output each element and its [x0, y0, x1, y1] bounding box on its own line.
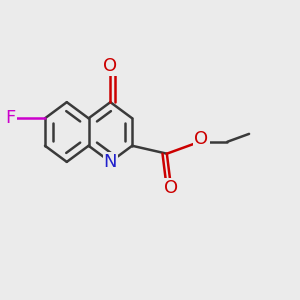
- Text: F: F: [5, 109, 15, 127]
- Text: N: N: [103, 153, 117, 171]
- Text: O: O: [164, 179, 178, 197]
- Text: O: O: [194, 130, 208, 148]
- Text: O: O: [103, 56, 117, 74]
